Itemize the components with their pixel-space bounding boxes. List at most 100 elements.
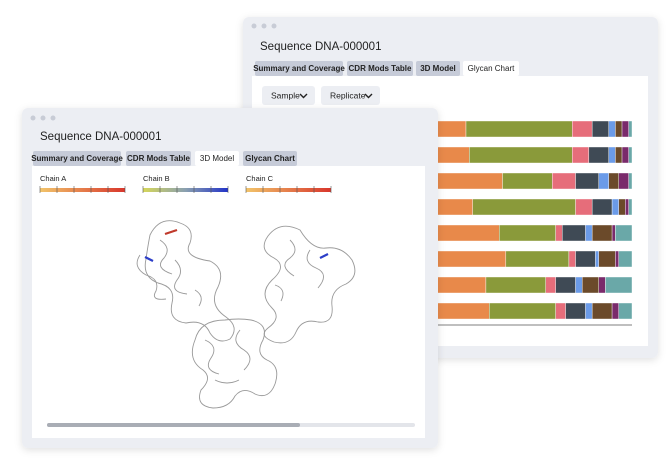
dropdown-label: Replicate <box>330 90 366 100</box>
bar-segment <box>608 120 616 138</box>
protein-chain <box>204 329 251 384</box>
dropdown[interactable] <box>321 86 380 105</box>
bar-segment <box>489 302 556 320</box>
legend-label: Chain C <box>246 174 274 183</box>
bar-segment <box>502 172 553 190</box>
bar-segment <box>618 172 629 190</box>
legend-label: Chain A <box>40 174 66 183</box>
window-title: Sequence DNA-000001 <box>40 131 161 143</box>
dropdown-chevron <box>299 93 308 99</box>
window-title: Sequence DNA-000001 <box>260 41 381 53</box>
content-panel <box>32 166 425 438</box>
bar-segment <box>485 276 546 294</box>
bar-segment <box>628 146 633 164</box>
bar-segment <box>572 146 590 164</box>
bar-segment <box>598 250 616 268</box>
legend-gradient <box>246 188 331 192</box>
tab[interactable] <box>255 61 343 76</box>
bar-segment <box>598 172 609 190</box>
tab[interactable] <box>33 151 121 166</box>
bar-segment <box>615 224 633 242</box>
bar-segment <box>611 224 616 242</box>
protein-chain <box>136 239 202 307</box>
bar-segment <box>585 302 593 320</box>
bar-segment <box>545 276 556 294</box>
bar-segment <box>588 146 609 164</box>
window-dot <box>50 115 56 121</box>
legend-gradient <box>143 188 228 192</box>
protein-highlight <box>144 256 154 262</box>
bar-segment <box>575 276 583 294</box>
bar-segment <box>621 146 629 164</box>
bar-segment <box>628 172 633 190</box>
window-dot <box>40 115 46 121</box>
tab-label: Glycan Chart <box>245 154 295 163</box>
bar-segment <box>615 120 623 138</box>
bar-segment <box>575 172 599 190</box>
tab[interactable] <box>195 151 239 166</box>
bar-segment <box>621 120 629 138</box>
protein-chain <box>144 220 235 342</box>
dropdown[interactable] <box>262 86 315 105</box>
front-window: Sequence DNA-000001 Summary and Coverage… <box>22 108 438 448</box>
tab[interactable] <box>126 151 191 166</box>
scrollbar-thumb[interactable] <box>47 423 300 427</box>
bar-segment <box>625 198 629 216</box>
bar-segment <box>555 224 563 242</box>
protein-chain <box>191 318 278 409</box>
bar-segment <box>575 250 596 268</box>
bar-segment <box>565 302 586 320</box>
bar-segment <box>562 224 586 242</box>
tab-label: 3D Model <box>200 154 234 163</box>
bar-segment <box>595 250 599 268</box>
legend-gradient <box>40 188 125 192</box>
bar-segment <box>585 224 593 242</box>
bar-segment <box>575 198 593 216</box>
legend-label: Chain B <box>143 174 170 183</box>
protein-chain <box>274 239 324 302</box>
bar-segment <box>591 302 613 320</box>
bar-segment <box>611 198 619 216</box>
bar-segment <box>555 276 576 294</box>
bar-segment <box>618 250 633 268</box>
bar-segment <box>552 172 576 190</box>
tab[interactable] <box>243 151 297 166</box>
bar-segment <box>465 120 573 138</box>
tab[interactable] <box>347 61 413 76</box>
dropdown-label: Sample <box>271 90 300 100</box>
window-dot <box>261 23 267 29</box>
bar-segment <box>611 302 619 320</box>
protein-model <box>136 220 356 409</box>
tab-label: Summary and Coverage <box>253 64 345 73</box>
bar-segment <box>628 198 633 216</box>
bar-segment <box>505 250 570 268</box>
protein-highlight <box>319 253 329 259</box>
bar-segment <box>608 172 619 190</box>
bar-segment <box>582 276 600 294</box>
dropdown-chevron <box>364 93 373 99</box>
bar-segment <box>628 120 633 138</box>
protein-chain <box>263 225 356 344</box>
bar-segment <box>591 224 613 242</box>
bar-segment <box>598 276 606 294</box>
bar-segment <box>555 302 566 320</box>
bar-segment <box>618 302 633 320</box>
bar-segment <box>591 198 613 216</box>
bar-segment <box>568 250 576 268</box>
bar-segment <box>615 250 619 268</box>
bar-segment <box>499 224 556 242</box>
tab-label: 3D Model <box>420 64 456 73</box>
window-dot <box>271 23 277 29</box>
window-dot <box>30 115 36 121</box>
tab[interactable] <box>416 61 460 76</box>
protein-highlight <box>164 228 178 236</box>
bar-segment <box>618 198 626 216</box>
bar-segment <box>472 198 576 216</box>
bar-segment <box>591 120 609 138</box>
tab[interactable] <box>463 61 519 76</box>
bar-segment <box>605 276 633 294</box>
tab-label: Glycan Chart <box>468 64 515 73</box>
tab-label: CDR Mods Table <box>349 64 413 73</box>
